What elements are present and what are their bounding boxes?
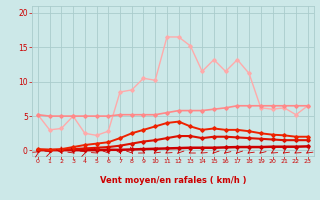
X-axis label: Vent moyen/en rafales ( km/h ): Vent moyen/en rafales ( km/h ) [100, 176, 246, 185]
